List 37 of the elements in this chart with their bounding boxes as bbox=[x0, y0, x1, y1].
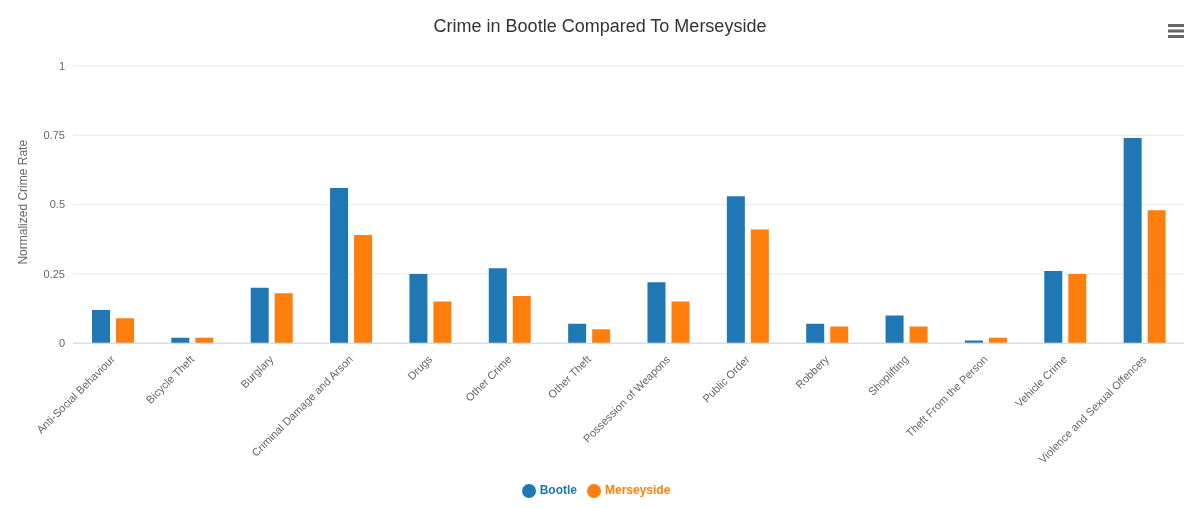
y-axis-title: Normalized Crime Rate bbox=[16, 139, 31, 265]
bar bbox=[568, 323, 587, 344]
bar bbox=[274, 293, 293, 344]
bar bbox=[116, 318, 134, 344]
bar bbox=[1123, 138, 1142, 344]
bar bbox=[750, 229, 769, 344]
bar bbox=[885, 315, 904, 344]
bar bbox=[250, 287, 269, 344]
bar bbox=[592, 329, 611, 344]
chart-title: Crime in Bootle Compared To Merseyside bbox=[432, 16, 768, 37]
y-tick-label: 0.25 bbox=[43, 267, 65, 280]
legend-label: Bootle bbox=[539, 483, 577, 498]
bar bbox=[512, 296, 531, 344]
bar bbox=[726, 196, 745, 344]
bar bbox=[92, 309, 110, 344]
bar bbox=[671, 301, 690, 344]
y-tick-label: 0.75 bbox=[43, 129, 65, 142]
bar bbox=[488, 268, 507, 344]
bar bbox=[909, 326, 928, 344]
bar bbox=[830, 326, 849, 344]
bar bbox=[433, 301, 452, 344]
y-tick-label: 0 bbox=[58, 337, 65, 350]
bar bbox=[1147, 210, 1166, 344]
legend-label: Merseyside bbox=[604, 483, 671, 498]
bar bbox=[1068, 273, 1087, 344]
bar bbox=[195, 337, 214, 344]
bar bbox=[1044, 271, 1063, 344]
bar bbox=[964, 340, 983, 344]
bar bbox=[330, 187, 349, 344]
bar bbox=[409, 273, 428, 344]
y-tick-label: 0.5 bbox=[49, 198, 65, 211]
y-tick-label: 1 bbox=[58, 59, 65, 72]
bar bbox=[354, 235, 373, 344]
bar bbox=[988, 337, 1007, 344]
bar bbox=[647, 282, 666, 344]
bar bbox=[171, 337, 190, 344]
bar bbox=[806, 323, 825, 344]
